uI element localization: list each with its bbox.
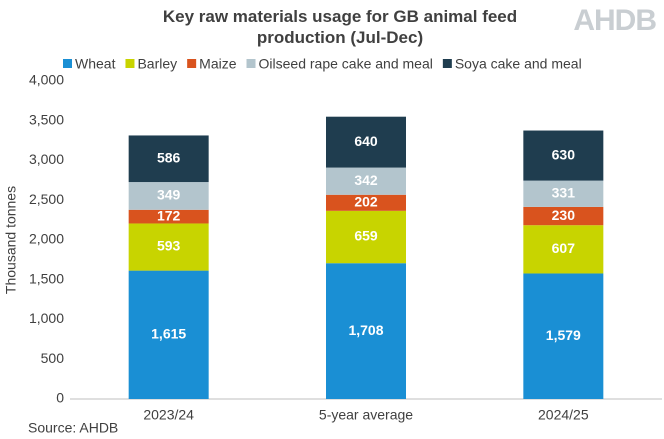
bar-segment xyxy=(326,116,406,168)
legend-swatch xyxy=(63,59,72,68)
legend-swatch xyxy=(187,59,197,68)
data-label: 630 xyxy=(552,146,576,162)
y-tick-label: 2,000 xyxy=(29,231,64,247)
data-label: 202 xyxy=(354,193,378,209)
data-label: 593 xyxy=(157,238,181,254)
bar-segment xyxy=(326,167,406,195)
data-label: 659 xyxy=(354,228,378,244)
bar-segment xyxy=(523,130,604,181)
bar-segment xyxy=(523,273,604,399)
bar-segment xyxy=(128,209,209,224)
bar-segment xyxy=(128,182,209,210)
chart-title: Key raw materials usage for GB animal fe… xyxy=(162,7,518,47)
y-tick-label: 3,500 xyxy=(29,111,64,127)
y-tick-label: 4,000 xyxy=(29,72,64,88)
legend-label: Oilseed rape cake and meal xyxy=(259,56,433,72)
y-tick-label: 3,000 xyxy=(29,151,64,167)
x-tick-label: 5-year average xyxy=(319,407,413,423)
data-label: 1,708 xyxy=(348,322,383,338)
legend-label: Soya cake and meal xyxy=(455,56,582,72)
data-label: 640 xyxy=(354,133,378,149)
y-tick-label: 1,500 xyxy=(29,270,64,286)
bar-segment xyxy=(523,206,604,226)
bar-segment xyxy=(128,135,209,183)
y-axis-label: Thousand tonnes xyxy=(3,186,19,294)
data-label: 331 xyxy=(552,184,576,200)
legend-swatch xyxy=(246,59,256,68)
data-label: 230 xyxy=(552,207,576,223)
legend-label: Wheat xyxy=(75,56,116,72)
bar-segment xyxy=(523,180,604,207)
x-tick-label: 2023/24 xyxy=(143,407,194,423)
x-tick-label: 2024/25 xyxy=(538,407,589,423)
data-label: 342 xyxy=(354,172,378,188)
data-label: 349 xyxy=(157,187,181,203)
bar-segment xyxy=(523,225,604,274)
legend-swatch xyxy=(442,59,452,68)
y-tick-label: 2,500 xyxy=(29,191,64,207)
bar-segment xyxy=(326,263,406,399)
y-tick-label: 0 xyxy=(56,390,64,406)
source: Source: AHDB xyxy=(28,420,118,436)
data-label: 586 xyxy=(157,149,181,165)
y-tick-label: 1,000 xyxy=(29,310,64,326)
legend-label: Barley xyxy=(137,56,177,72)
bar-segment xyxy=(128,270,209,399)
legend-swatch xyxy=(125,59,135,68)
bar-segment xyxy=(128,223,209,271)
legend-label: Maize xyxy=(199,56,237,72)
data-label: 1,579 xyxy=(546,327,581,343)
bar-segment xyxy=(326,194,406,211)
data-label: 607 xyxy=(552,240,576,256)
logo: AHDB xyxy=(573,4,657,37)
bar-segment xyxy=(326,210,406,264)
y-tick-label: 500 xyxy=(41,350,65,366)
data-label: 172 xyxy=(157,207,181,223)
data-label: 1,615 xyxy=(151,326,186,342)
